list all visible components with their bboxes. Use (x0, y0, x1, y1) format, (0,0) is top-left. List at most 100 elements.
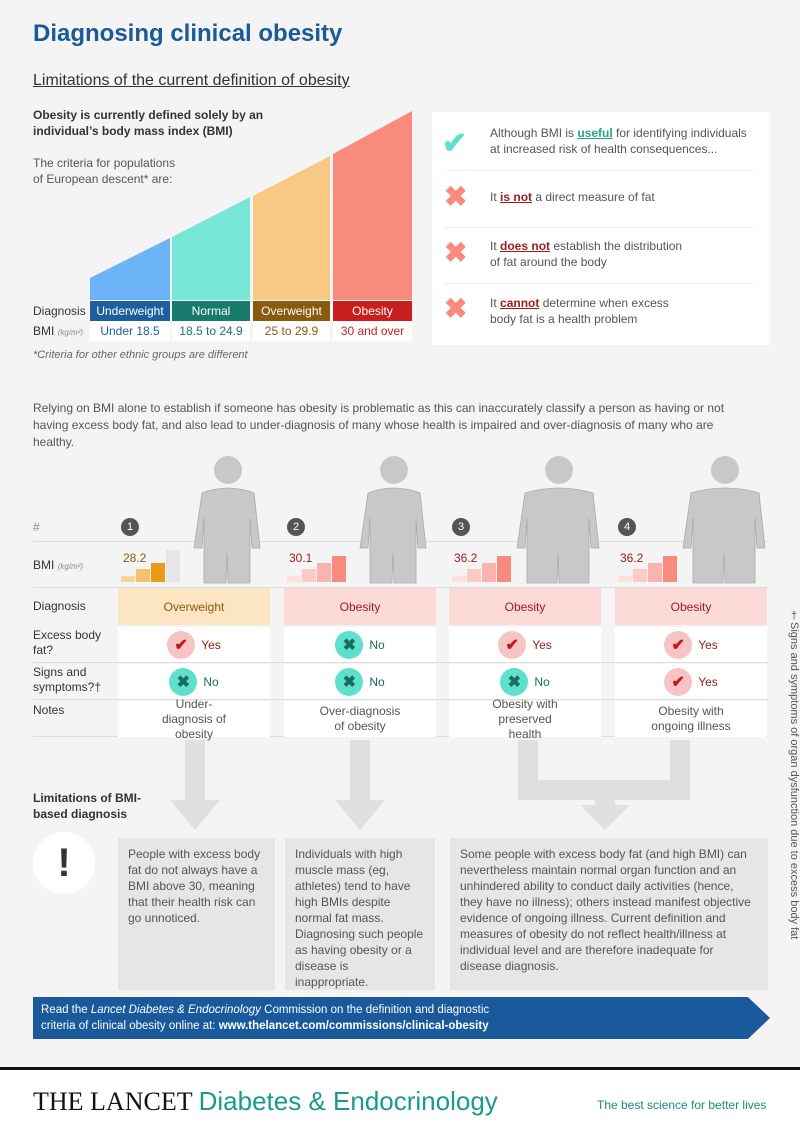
table-row (33, 542, 768, 588)
row-label-num: # (33, 520, 40, 534)
case-number: 4 (618, 518, 636, 536)
case-bmi: 30.1 (289, 551, 313, 565)
limitation-text-box: Some people with excess body fat (and hi… (450, 838, 768, 990)
bmi-label: BMI (33, 324, 55, 338)
check-icon: ✔ (664, 630, 693, 659)
range-obesity: 30 and over (333, 321, 412, 341)
bmi-ramp-segment (302, 569, 316, 582)
case-notes: Obesity with ongoing illness (615, 701, 767, 737)
intro-line: Obesity is currently defined solely by a… (33, 108, 264, 122)
limitation-item: It does not establish the distribution o… (490, 239, 683, 269)
commission-banner[interactable]: Read the Lancet Diabetes & Endocrinology… (33, 997, 770, 1039)
case-excess-fat: ✖ No (284, 627, 436, 662)
divider (444, 170, 754, 171)
criteria-text: The criteria for populations of European … (33, 155, 175, 187)
divider (444, 283, 754, 284)
case-signs: ✖ No (284, 664, 436, 699)
signs-footnote: †Signs and symptoms of organ dysfunction… (788, 610, 800, 940)
cross-icon: ✖ (500, 667, 529, 696)
commission-link[interactable]: www.thelancet.com/commissions/clinical-o… (218, 1020, 489, 1032)
footer-divider (0, 1067, 800, 1070)
case-diagnosis: Overweight (118, 588, 270, 625)
case-bmi: 36.2 (620, 551, 644, 565)
case-signs: ✔ Yes (615, 664, 767, 699)
cross-icon: ✖ (444, 237, 468, 268)
check-icon: ✔ (167, 630, 196, 659)
bmi-ramp-segment (467, 569, 481, 582)
range-normal: 18.5 to 24.9 (172, 321, 250, 341)
case-diagnosis: Obesity (449, 588, 601, 625)
tagline: The best science for better lives (597, 1098, 767, 1112)
cross-icon: ✖ (335, 630, 364, 659)
case-notes: Obesity with preserved health (449, 697, 601, 741)
table-row (33, 625, 768, 663)
category-overweight: Overweight (253, 301, 330, 321)
bracket-arrow-icon (518, 740, 690, 830)
criteria-line: of European descent* are: (33, 172, 173, 186)
cross-icon: ✖ (444, 293, 468, 324)
bmi-ramp-segment (332, 556, 346, 582)
check-icon: ✔ (442, 127, 468, 160)
diagnosis-row-label: Diagnosis (33, 304, 86, 318)
bmi-row-label: BMI (kg/m²) (33, 324, 83, 338)
exclamation-icon: ! (33, 832, 95, 894)
row-label-fat: Excess body fat? (33, 628, 102, 657)
limitation-text-box: Individuals with high muscle mass (eg, a… (285, 838, 435, 990)
cross-icon: ✖ (169, 667, 198, 696)
body-silhouette-icon (193, 456, 261, 584)
explanation-paragraph: Relying on BMI alone to establish if som… (33, 401, 725, 449)
table-row (33, 663, 768, 700)
divider (444, 227, 754, 228)
arrows (170, 740, 690, 830)
bmi-ramp-segment (287, 575, 301, 582)
bmi-ramp-segment (151, 562, 165, 582)
category-underweight: Underweight (90, 301, 170, 321)
case-number: 2 (287, 518, 305, 536)
down-arrow-icon (170, 740, 220, 830)
case-excess-fat: ✔ Yes (449, 627, 601, 662)
limitation-item: Although BMI is useful for identifying i… (490, 126, 747, 156)
limitations-label: Limitations of BMI-based diagnosis (33, 791, 141, 821)
cross-icon: ✖ (444, 181, 468, 212)
case-signs: ✖ No (118, 664, 270, 699)
row-label-bmi: BMI (kg/m²) (33, 558, 84, 572)
bmi-ramp-segment (663, 556, 677, 582)
limitation-item: It is not a direct measure of fat (490, 190, 655, 204)
row-label-signs: Signs and symptoms?† (33, 665, 102, 694)
body-silhouette-icon (516, 456, 600, 584)
case-notes: Under-diagnosis of obesity (118, 697, 270, 741)
limitation-text-box: People with excess body fat do not alway… (118, 838, 275, 990)
page-title: Diagnosing clinical obesity (33, 20, 343, 47)
case-number: 1 (121, 518, 139, 536)
limitations-box: ✔ ✖ ✖ ✖ (432, 112, 770, 345)
case-bmi: 28.2 (123, 551, 147, 565)
bmi-unit: (kg/m²) (57, 328, 84, 337)
criteria-line: The criteria for populations (33, 156, 176, 170)
bmi-ramp-segment (482, 562, 496, 582)
check-icon: ✔ (498, 630, 527, 659)
bar-normal (172, 197, 250, 300)
bar-overweight (253, 156, 330, 300)
bmi-ramp-segment (633, 569, 647, 582)
cross-icon: ✖ (335, 667, 364, 696)
body-silhouette-icon (682, 456, 766, 584)
bmi-ramp-segment (136, 569, 150, 582)
bmi-ramp-segment (166, 550, 180, 582)
bmi-ramp-segment (452, 575, 466, 582)
bar-obesity (333, 111, 412, 300)
category-obesity: Obesity (333, 301, 412, 321)
case-signs: ✖ No (449, 664, 601, 699)
intro-text: Obesity is currently defined solely by a… (33, 107, 263, 139)
bmi-footnote: *Criteria for other ethnic groups are di… (33, 349, 248, 361)
check-icon: ✔ (664, 667, 693, 696)
bmi-ramp-segment (618, 575, 632, 582)
bmi-ramp-segment (497, 556, 511, 582)
lancet-logo: THE LANCET Diabetes & Endocrinology (33, 1086, 498, 1116)
bar-underweight (90, 238, 170, 300)
case-excess-fat: ✔ Yes (615, 627, 767, 662)
case-diagnosis: Obesity (615, 588, 767, 625)
footer (0, 1070, 800, 1131)
section-subtitle: Limitations of the current definition of… (33, 72, 350, 89)
category-normal: Normal (172, 301, 250, 321)
bmi-ramp-segment (121, 575, 135, 582)
